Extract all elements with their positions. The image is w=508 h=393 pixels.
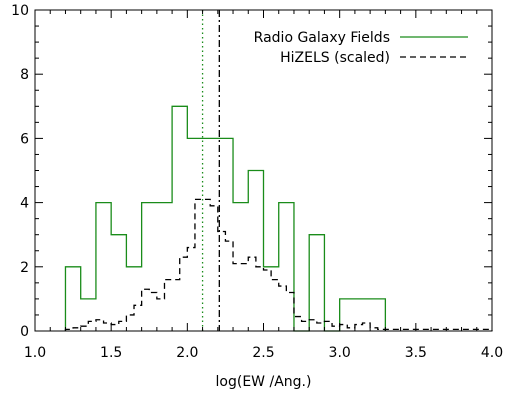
y-tick-label: 6 xyxy=(20,131,29,147)
y-tick-label: 10 xyxy=(11,3,29,19)
reference-lines-layer xyxy=(201,10,220,331)
x-ticks: 1.0 1.5 2.0 2.5 3.0 3.5 4.0 xyxy=(24,10,503,361)
y-tick-label: 8 xyxy=(20,67,29,83)
legend-label-1: HiZELS (scaled) xyxy=(280,50,390,66)
legend-label-0: Radio Galaxy Fields xyxy=(254,30,390,46)
x-tick-label: 1.0 xyxy=(24,345,46,361)
x-tick-label: 4.0 xyxy=(481,345,503,361)
series-0-histogram xyxy=(64,105,387,332)
x-tick-label: 2.5 xyxy=(252,345,274,361)
y-ticks: 0 2 4 6 8 10 xyxy=(11,3,492,340)
y-tick-label: 2 xyxy=(20,260,29,276)
x-tick-label: 2.0 xyxy=(176,345,198,361)
x-tick-label: 1.5 xyxy=(100,345,122,361)
x-tick-label: 3.0 xyxy=(329,345,351,361)
x-axis-title: log(EW /Ang.) xyxy=(216,374,312,390)
y-tick-label: 0 xyxy=(20,324,29,340)
series-layer xyxy=(64,105,493,332)
x-tick-label: 3.5 xyxy=(405,345,427,361)
legend: Radio Galaxy Fields HiZELS (scaled) xyxy=(254,30,468,66)
y-tick-label: 4 xyxy=(20,196,29,212)
